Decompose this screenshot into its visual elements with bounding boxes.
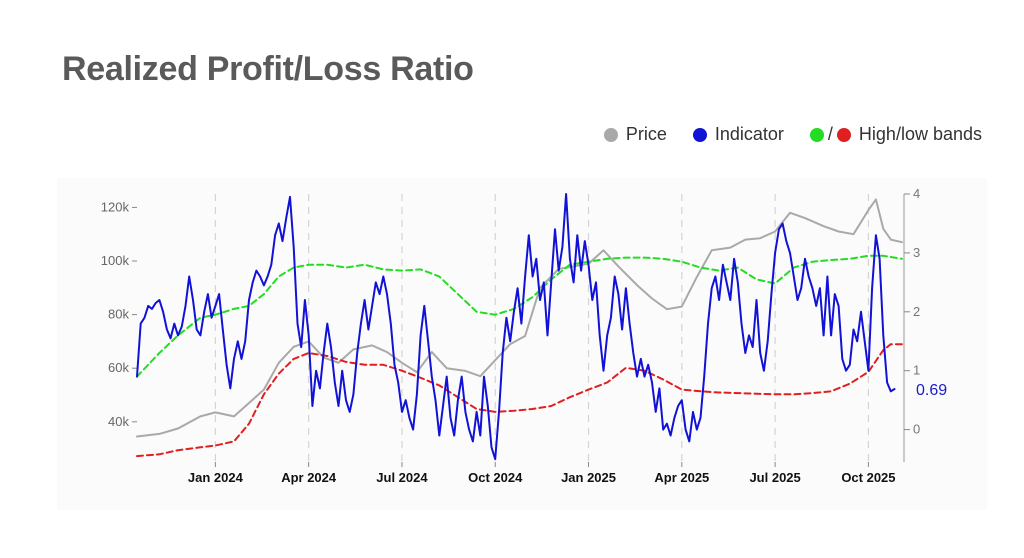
right-tick-label-3: 3 <box>913 245 920 260</box>
left-tick-label-4: 120k <box>101 199 130 214</box>
low-band-dot-icon <box>836 127 851 142</box>
series-line-indicator <box>136 193 896 461</box>
left-tick-label-3: 100k <box>101 253 130 268</box>
legend-label-bands: High/low bands <box>858 124 982 144</box>
page-title: Realized Profit/Loss Ratio <box>62 50 474 88</box>
chart-panel: 40k 60k 80k 100k 120k 0 1 2 3 4 Jan 2024 Apr 2024 Ju… <box>57 178 987 510</box>
legend-label-price: Price <box>625 124 667 144</box>
chart-legend: Price Indicator / High/low bands <box>603 124 982 145</box>
legend-item-bands[interactable]: / High/low bands <box>809 124 982 145</box>
x-tick-label-7: Oct 2025 <box>841 470 895 485</box>
high-band-dot-icon <box>809 127 824 142</box>
left-tick-label-1: 60k <box>108 360 129 375</box>
x-tick-label-5: Apr 2025 <box>654 470 709 485</box>
series-line-high-band <box>136 254 903 378</box>
indicator-dot-icon <box>692 127 707 142</box>
chart-svg: 40k 60k 80k 100k 120k 0 1 2 3 4 Jan 2024 Apr 2024 Ju… <box>101 186 947 485</box>
left-tick-label-0: 40k <box>108 414 129 429</box>
right-tick-label-0: 0 <box>913 422 920 437</box>
left-tick-label-2: 80k <box>108 307 129 322</box>
legend-item-price[interactable]: Price <box>603 124 667 145</box>
right-tick-label-1: 1 <box>913 363 920 378</box>
series-line-low-band <box>136 343 903 458</box>
price-dot-icon <box>603 127 618 142</box>
x-tick-label-4: Jan 2025 <box>561 470 616 485</box>
x-tick-label-0: Jan 2024 <box>188 470 244 485</box>
series-line-price <box>136 198 903 438</box>
x-tick-label-2: Jul 2024 <box>376 470 428 485</box>
legend-item-indicator[interactable]: Indicator <box>692 124 784 145</box>
legend-label-indicator: Indicator <box>714 124 784 144</box>
legend-slash: / <box>827 124 833 144</box>
indicator-last-value-label: 0.69 <box>916 382 947 399</box>
x-tick-label-3: Oct 2024 <box>468 470 523 485</box>
x-tick-label-6: Jul 2025 <box>749 470 800 485</box>
right-tick-label-2: 2 <box>913 304 920 319</box>
x-tick-label-1: Apr 2024 <box>281 470 337 485</box>
right-tick-label-4: 4 <box>913 186 920 201</box>
